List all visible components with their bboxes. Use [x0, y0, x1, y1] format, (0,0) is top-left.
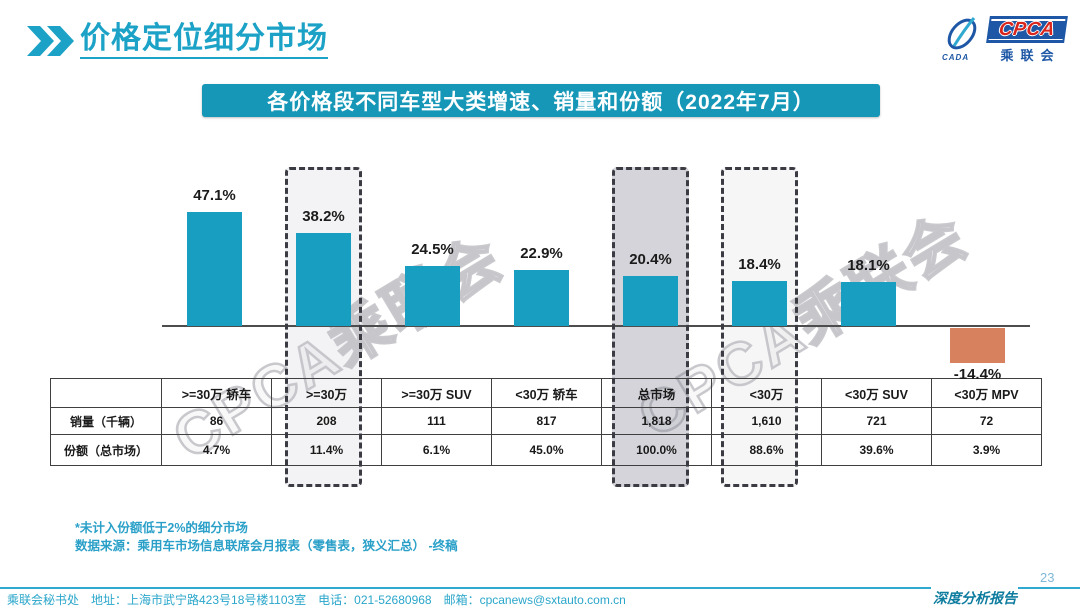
x-axis-line	[162, 325, 1030, 327]
table-cell: 6.1%	[381, 434, 492, 466]
table-header-cell: >=30万 SUV	[381, 378, 492, 408]
page-number: 23	[1040, 570, 1055, 585]
bar->=30万	[296, 233, 351, 326]
bar-value-label: 24.5%	[411, 241, 454, 258]
bar-<30万 SUV	[841, 282, 896, 326]
table-cell: 817	[491, 407, 602, 435]
cada-label: CADA	[942, 53, 970, 62]
table-header-cell: <30万 轿车	[491, 378, 602, 408]
table-cell: 100.0%	[601, 434, 712, 466]
table-header-cell: <30万	[711, 378, 822, 408]
cada-swoosh-icon: CADA	[938, 16, 986, 62]
bar-value-label: 38.2%	[302, 208, 345, 225]
table-header-cell: <30万 MPV	[931, 378, 1042, 408]
bar-value-label: 47.1%	[193, 187, 236, 204]
bar-value-label: 22.9%	[520, 245, 563, 262]
table-row: 销量（千辆） 86 208 111 817 1,818 1,610 721 72	[50, 407, 1042, 435]
table-row: 份额（总市场） 4.7% 11.4% 6.1% 45.0% 100.0% 88.6% 39.6…	[50, 434, 1042, 466]
cpca-logo: CADA CPCA 乘联会	[938, 16, 1068, 64]
report-type-label: 深度分析报告	[933, 592, 1017, 607]
bar-<30万	[732, 281, 787, 326]
bar-value-label: 18.4%	[738, 256, 781, 273]
table-row-label: 份额（总市场）	[50, 434, 162, 466]
bar-<30万 轿车	[514, 270, 569, 326]
table-cell: 45.0%	[491, 434, 602, 466]
cpca-abbr: CPCA	[997, 18, 1057, 40]
footer-contact-info: 乘联会秘书处 地址：上海市武宁路423号18号楼1103室 电话：021-526…	[7, 593, 626, 607]
table-cell: 1,818	[601, 407, 712, 435]
cpca-chinese-name: 乘联会	[1000, 48, 1061, 63]
bar-value-label: 18.1%	[847, 257, 890, 274]
bar-value-label: 20.4%	[629, 251, 672, 268]
table-cell: 208	[271, 407, 382, 435]
bar-总市场	[623, 276, 678, 326]
table-cell: 3.9%	[931, 434, 1042, 466]
data-source-note: 数据来源：乘用车市场信息联席会月报表（零售表，狭义汇总） -终稿	[75, 539, 458, 553]
table-cell: 1,610	[711, 407, 822, 435]
table-cell: 111	[381, 407, 492, 435]
bar->=30万 轿车	[187, 212, 242, 326]
table-cell: 11.4%	[271, 434, 382, 466]
table-header-cell: <30万 SUV	[821, 378, 932, 408]
table-cell: 86	[161, 407, 272, 435]
table-header-cell: >=30万	[271, 378, 382, 408]
footer-divider-right	[1018, 587, 1080, 589]
footnote: *未计入份额低于2%的细分市场	[75, 521, 248, 535]
table-header-row: >=30万 轿车 >=30万 >=30万 SUV <30万 轿车 总市场 <30万 <30万…	[50, 378, 1042, 408]
chart-title-banner: 各价格段不同车型大类增速、销量和份额（2022年7月）	[202, 84, 880, 117]
cpca-logo-text: CPCA 乘联会	[986, 16, 1068, 64]
page-title: 价格定位细分市场	[80, 22, 328, 59]
table-header-cell: 总市场	[601, 378, 712, 408]
segment-data-table: >=30万 轿车 >=30万 >=30万 SUV <30万 轿车 总市场 <30万 <30万…	[50, 378, 1042, 466]
table-cell: 721	[821, 407, 932, 435]
table-header-cell: >=30万 轿车	[161, 378, 272, 408]
table-row-label: 销量（千辆）	[50, 407, 162, 435]
table-cell: 39.6%	[821, 434, 932, 466]
page-header: 价格定位细分市场	[26, 22, 328, 59]
bar-<30万 MPV	[950, 328, 1005, 363]
double-chevron-icon	[27, 25, 74, 56]
table-header-cell	[50, 378, 162, 408]
cpca-logo-box: CPCA	[986, 16, 1068, 43]
bar->=30万 SUV	[405, 266, 460, 326]
table-cell: 88.6%	[711, 434, 822, 466]
bar-value-label: -14.4%	[953, 366, 1002, 383]
table-cell: 72	[931, 407, 1042, 435]
table-cell: 4.7%	[161, 434, 272, 466]
footer-divider-left	[0, 587, 931, 589]
chart-title: 各价格段不同车型大类增速、销量和份额（2022年7月）	[267, 90, 815, 114]
